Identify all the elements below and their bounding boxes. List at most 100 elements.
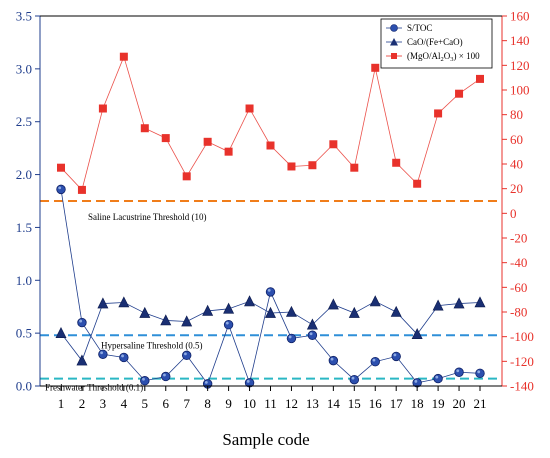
data-point-square — [140, 124, 149, 133]
x-axis-title: Sample code — [222, 430, 309, 449]
data-point-square — [287, 162, 296, 171]
data-point-triangle — [453, 297, 465, 309]
data-point-square — [371, 63, 380, 72]
legend-box — [380, 18, 493, 69]
data-point-highlight — [79, 319, 83, 323]
data-point-circle — [307, 330, 318, 340]
data-point-circle — [98, 349, 108, 359]
data-point-triangle — [97, 297, 109, 309]
data-point-highlight — [288, 335, 292, 339]
data-point-highlight — [393, 353, 397, 357]
x-tick-label: 12 — [285, 396, 298, 411]
data-point-triangle — [285, 305, 297, 317]
x-tick-label: 7 — [183, 396, 190, 411]
data-point-triangle — [390, 305, 402, 317]
data-point-circle — [475, 368, 485, 379]
data-point-highlight — [225, 321, 229, 325]
right-tick-label: 40 — [510, 157, 523, 172]
legend-marker-triangle — [390, 38, 398, 46]
x-tick-label: 13 — [306, 396, 319, 411]
data-point-highlight — [204, 380, 208, 384]
data-point-highlight — [267, 289, 271, 292]
right-tick-label: 20 — [510, 181, 523, 196]
right-tick-label: 60 — [510, 132, 523, 147]
legend-label-part: O — [444, 51, 451, 61]
data-point-square — [161, 134, 170, 143]
x-tick-label: 19 — [432, 396, 445, 411]
left-tick-label: 2.0 — [16, 167, 32, 182]
right-tick-label: -100 — [510, 329, 534, 344]
data-point-triangle — [160, 314, 172, 326]
x-tick-label: 2 — [79, 396, 86, 411]
data-point-circle — [391, 351, 401, 362]
x-tick-label: 20 — [453, 396, 466, 411]
data-point-circle — [181, 350, 192, 361]
threshold-label: Freshwater Threshold (0.1) — [45, 383, 143, 393]
data-point-circle — [370, 356, 380, 367]
legend: S/TOC CaO/(Fe+CaO) (MgO/Al2O3) × 100 — [380, 18, 493, 69]
data-point-square — [329, 140, 338, 149]
x-tick-label: 17 — [390, 396, 404, 411]
data-point-square — [413, 179, 422, 188]
right-tick-label: -20 — [510, 231, 527, 246]
x-tick-label: 11 — [264, 396, 277, 411]
data-point-triangle — [369, 295, 381, 307]
data-point-circle — [265, 287, 276, 297]
data-point-highlight — [100, 351, 103, 355]
x-tick-label: 21 — [474, 396, 487, 411]
data-point-highlight — [121, 354, 124, 358]
left-tick-label: 3.5 — [16, 9, 32, 24]
right-tick-label: 160 — [510, 9, 530, 24]
x-tick-label: 16 — [369, 396, 383, 411]
data-point-square — [434, 109, 443, 118]
left-tick-label: 1.0 — [16, 273, 32, 288]
threshold-label: Saline Lacustrine Threshold (10) — [88, 212, 207, 222]
threshold-label: Hypersaline Threshold (0.5) — [101, 340, 203, 350]
data-point-highlight — [184, 352, 187, 356]
data-point-highlight — [435, 375, 439, 379]
legend-marker-circle — [390, 24, 398, 32]
left-tick-label: 1.5 — [16, 220, 32, 235]
data-point-highlight — [309, 332, 313, 336]
right-tick-label: -80 — [510, 305, 527, 320]
data-point-triangle — [306, 318, 318, 330]
right-tick-label: -140 — [510, 379, 534, 394]
data-point-triangle — [432, 299, 444, 311]
data-point-square — [203, 137, 212, 146]
data-point-highlight — [58, 186, 62, 190]
right-tick-label: -40 — [510, 255, 527, 270]
data-point-triangle — [265, 306, 276, 318]
data-point-square — [455, 89, 464, 98]
left-tick-label: 0.5 — [16, 326, 32, 341]
data-point-circle — [433, 373, 443, 384]
legend-label-part: 2 — [441, 56, 444, 63]
left-tick-label: 0.0 — [16, 379, 32, 394]
x-tick-label: 5 — [142, 396, 149, 411]
legend-label-part: 3 — [450, 56, 453, 63]
legend-label-part: (MgO/Al — [407, 51, 441, 61]
data-point-highlight — [351, 376, 355, 380]
data-point-highlight — [163, 373, 166, 377]
legend-label-part: ) × 100 — [454, 51, 481, 61]
data-point-triangle — [181, 315, 193, 327]
data-point-square — [224, 147, 233, 156]
x-tick-label: 3 — [100, 396, 107, 411]
data-point-triangle — [118, 296, 130, 308]
data-point-highlight — [142, 377, 145, 381]
data-point-highlight — [477, 370, 481, 374]
data-point-square — [392, 158, 401, 167]
right-tick-label: 80 — [510, 107, 523, 122]
data-point-square — [77, 185, 86, 194]
data-point-square — [476, 74, 484, 83]
data-point-triangle — [327, 298, 339, 310]
legend-label: (MgO/Al2O3) × 100 — [407, 51, 480, 63]
x-tick-label: 14 — [327, 396, 341, 411]
right-tick-label: 100 — [510, 83, 530, 98]
data-point-circle — [119, 352, 129, 363]
right-tick-label: -120 — [510, 354, 534, 369]
data-point-circle — [328, 355, 339, 366]
data-point-square — [308, 161, 317, 170]
series-line — [60, 55, 481, 191]
data-point-circle — [223, 319, 234, 330]
